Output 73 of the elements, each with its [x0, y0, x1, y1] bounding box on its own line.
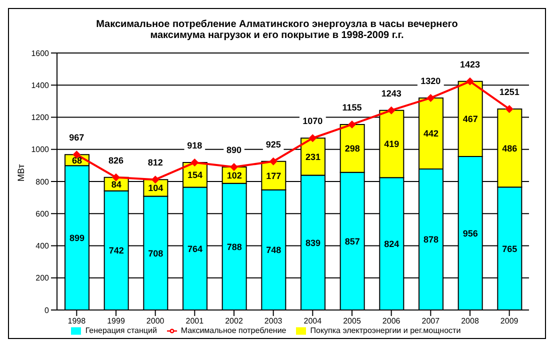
x-tick-label: 2006 [382, 316, 401, 326]
data-label: 1155 [342, 102, 362, 112]
legend-label: Генерация станций [85, 326, 157, 336]
point [426, 94, 435, 102]
data-label: 104 [148, 183, 164, 194]
y-tick-label: 600 [36, 209, 50, 218]
point [112, 173, 120, 182]
data-label: 1070 [302, 116, 323, 126]
point [308, 134, 317, 142]
point [151, 176, 160, 184]
data-label: 68 [72, 155, 82, 166]
data-label: 467 [462, 114, 478, 124]
data-label: 878 [423, 234, 439, 245]
x-tick-label: 2004 [304, 316, 322, 326]
data-label: 967 [69, 132, 84, 143]
point [190, 158, 199, 167]
x-tick-label: 2008 [461, 316, 480, 326]
data-label: 956 [462, 228, 478, 238]
x-tick-label: 2007 [422, 316, 440, 326]
data-label: 231 [305, 152, 321, 162]
y-tick-label: 1000 [31, 145, 50, 154]
legend-label: Максимальное потребление [180, 326, 286, 336]
y-axis-title: МВт [16, 164, 26, 182]
data-label: 102 [226, 170, 242, 180]
x-tick-label: 2009 [500, 316, 519, 326]
y-tick-label: 1400 [31, 80, 50, 90]
y-tick-label: 0 [44, 306, 50, 315]
data-label: 839 [305, 238, 321, 248]
x-tick-label: 2001 [186, 316, 204, 326]
data-label: 826 [108, 155, 124, 166]
data-label: 748 [266, 245, 282, 256]
data-label: 84 [111, 179, 122, 190]
data-label: 419 [384, 139, 400, 150]
point [505, 105, 514, 114]
data-label: 765 [502, 244, 518, 254]
y-tick-label: 1600 [31, 48, 50, 58]
data-label: 742 [108, 246, 124, 256]
chart-title: Максимальное потребление Алматинского энергоузла в часы вечернего максимума нагрузок и его покрытие в 1998-2009 г.г. [95, 18, 459, 41]
data-label: 899 [69, 232, 85, 243]
x-tick-label: 1998 [68, 316, 86, 326]
point [348, 120, 356, 128]
point [466, 77, 474, 86]
legend-label: Покупка электроэнергии и рег.мощности [310, 326, 461, 336]
y-tick-label: 400 [36, 242, 50, 251]
data-label: 1251 [499, 87, 520, 98]
data-label: 442 [423, 128, 439, 139]
data-label: 925 [266, 139, 281, 150]
x-tick-label: 2003 [264, 316, 283, 326]
data-label: 154 [187, 170, 203, 180]
data-label: 298 [344, 144, 360, 154]
y-tick-label: 200 [36, 274, 50, 283]
data-label: 486 [502, 143, 518, 154]
data-label: 177 [266, 170, 282, 181]
data-label: 764 [187, 244, 203, 254]
x-tick-label: 2005 [343, 316, 362, 326]
y-tick-label: 800 [36, 177, 50, 186]
data-label: 1243 [381, 88, 402, 98]
data-label: 857 [344, 236, 360, 246]
data-label: 1320 [420, 76, 441, 86]
x-tick-label: 2002 [225, 316, 244, 326]
data-label: 918 [187, 140, 202, 151]
point [387, 106, 396, 114]
point [269, 157, 278, 166]
data-label: 824 [384, 239, 400, 250]
data-label: 1423 [460, 59, 480, 70]
data-label: 812 [148, 158, 163, 168]
data-label: 788 [226, 242, 242, 252]
y-tick-label: 1200 [31, 113, 50, 122]
x-tick-label: 1999 [107, 316, 126, 326]
data-label: 708 [148, 248, 164, 258]
x-tick-label: 2000 [146, 316, 165, 326]
point [230, 163, 238, 172]
data-label: 890 [226, 145, 242, 156]
